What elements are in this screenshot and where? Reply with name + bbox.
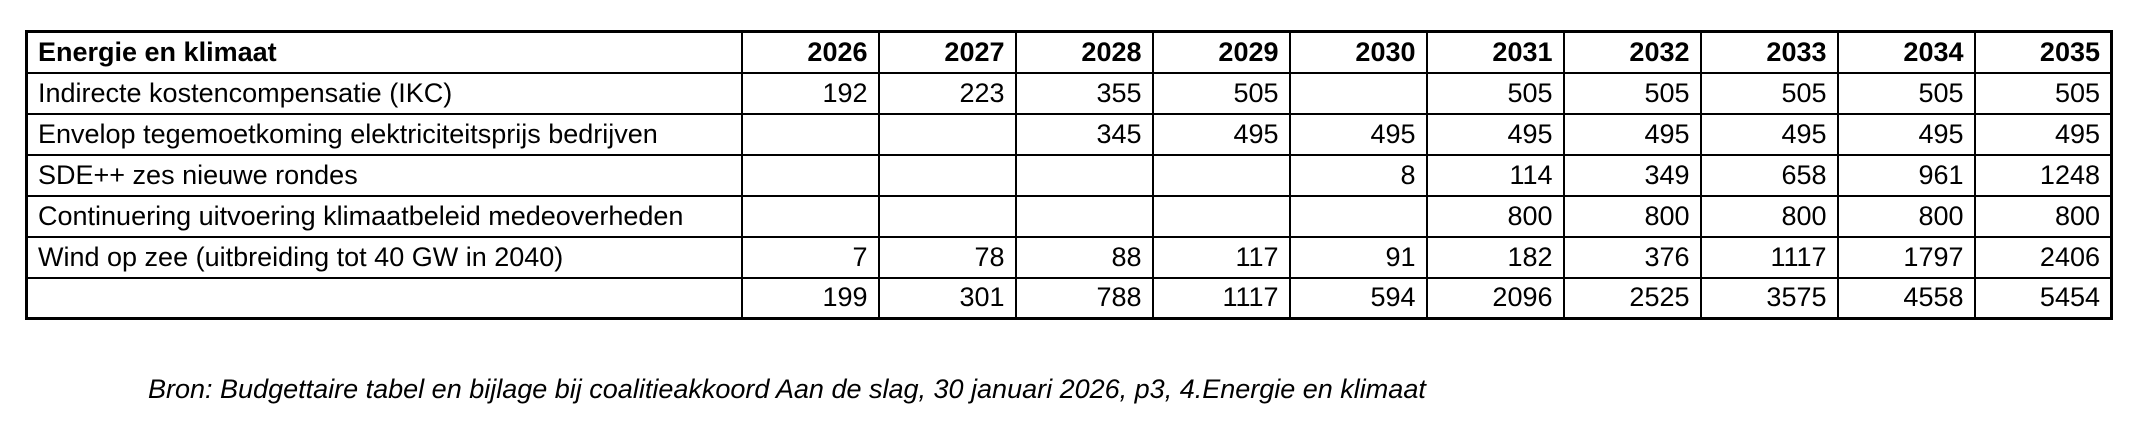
value-cell: 301	[877, 276, 1017, 320]
value-cell: 2525	[1562, 276, 1702, 320]
value-cell	[1288, 194, 1428, 238]
value-cell: 495	[1288, 112, 1428, 156]
value-cell: 8	[1288, 153, 1428, 197]
value-cell: 192	[740, 71, 880, 115]
value-cell: 658	[1699, 153, 1839, 197]
value-cell: 495	[1836, 112, 1976, 156]
value-cell	[1014, 194, 1154, 238]
table-title: Energie en klimaat	[25, 30, 743, 74]
value-cell	[1288, 71, 1428, 115]
value-cell: 495	[1699, 112, 1839, 156]
value-cell: 91	[1288, 235, 1428, 279]
value-cell: 4558	[1836, 276, 1976, 320]
value-cell: 1117	[1699, 235, 1839, 279]
value-cell: 495	[1562, 112, 1702, 156]
value-cell: 505	[1151, 71, 1291, 115]
table-row: SDE++ zes nieuwe rondes 8 114 349 658 961 1248	[25, 153, 2113, 197]
value-cell: 594	[1288, 276, 1428, 320]
value-cell: 505	[1973, 71, 2113, 115]
value-cell	[877, 112, 1017, 156]
budget-table-container: Energie en klimaat 2026 2027 2028 2029 2…	[25, 30, 2113, 320]
value-cell: 3575	[1699, 276, 1839, 320]
value-cell	[740, 112, 880, 156]
year-header-2035: 2035	[1973, 30, 2113, 74]
value-cell: 88	[1014, 235, 1154, 279]
value-cell: 78	[877, 235, 1017, 279]
value-cell: 2096	[1425, 276, 1565, 320]
value-cell: 800	[1973, 194, 2113, 238]
year-header-2030: 2030	[1288, 30, 1428, 74]
year-header-2031: 2031	[1425, 30, 1565, 74]
value-cell: 349	[1562, 153, 1702, 197]
table-row: Indirecte kostencompensatie (IKC) 192 223 3…	[25, 71, 2113, 115]
table-body: Indirecte kostencompensatie (IKC) 192 223 3…	[25, 71, 2113, 320]
value-cell	[1151, 153, 1291, 197]
value-cell: 1797	[1836, 235, 1976, 279]
table-row: Continuering uitvoering klimaatbeleid me…	[25, 194, 2113, 238]
row-label: Wind op zee (uitbreiding tot 40 GW in 20…	[25, 235, 743, 279]
year-header-2033: 2033	[1699, 30, 1839, 74]
value-cell	[877, 194, 1017, 238]
value-cell: 961	[1836, 153, 1976, 197]
value-cell: 182	[1425, 235, 1565, 279]
value-cell: 800	[1425, 194, 1565, 238]
year-header-2028: 2028	[1014, 30, 1154, 74]
total-row-label	[25, 276, 743, 320]
year-header-2029: 2029	[1151, 30, 1291, 74]
value-cell: 376	[1562, 235, 1702, 279]
value-cell: 199	[740, 276, 880, 320]
row-label: SDE++ zes nieuwe rondes	[25, 153, 743, 197]
value-cell: 223	[877, 71, 1017, 115]
energy-climate-table: Energie en klimaat 2026 2027 2028 2029 2…	[25, 30, 2113, 320]
value-cell: 355	[1014, 71, 1154, 115]
value-cell: 800	[1699, 194, 1839, 238]
value-cell: 495	[1425, 112, 1565, 156]
value-cell: 5454	[1973, 276, 2113, 320]
value-cell: 495	[1151, 112, 1291, 156]
value-cell: 7	[740, 235, 880, 279]
value-cell: 1248	[1973, 153, 2113, 197]
table-row: Envelop tegemoetkoming elektriciteitspri…	[25, 112, 2113, 156]
value-cell	[740, 153, 880, 197]
value-cell: 800	[1836, 194, 1976, 238]
year-header-2026: 2026	[740, 30, 880, 74]
value-cell: 495	[1973, 112, 2113, 156]
value-cell: 114	[1425, 153, 1565, 197]
value-cell: 117	[1151, 235, 1291, 279]
value-cell: 1117	[1151, 276, 1291, 320]
value-cell: 345	[1014, 112, 1154, 156]
value-cell: 505	[1562, 71, 1702, 115]
value-cell	[1014, 153, 1154, 197]
row-label: Envelop tegemoetkoming elektriciteitspri…	[25, 112, 743, 156]
year-header-2027: 2027	[877, 30, 1017, 74]
header-row: Energie en klimaat 2026 2027 2028 2029 2…	[25, 30, 2113, 74]
value-cell	[1151, 194, 1291, 238]
value-cell	[740, 194, 880, 238]
row-label: Continuering uitvoering klimaatbeleid me…	[25, 194, 743, 238]
source-citation: Bron: Budgettaire tabel en bijlage bij c…	[148, 374, 1426, 404]
year-header-2034: 2034	[1836, 30, 1976, 74]
year-header-2032: 2032	[1562, 30, 1702, 74]
table-row: Wind op zee (uitbreiding tot 40 GW in 20…	[25, 235, 2113, 279]
value-cell: 505	[1699, 71, 1839, 115]
value-cell: 505	[1425, 71, 1565, 115]
row-label: Indirecte kostencompensatie (IKC)	[25, 71, 743, 115]
value-cell: 788	[1014, 276, 1154, 320]
total-row: 199 301 788 1117 594 2096 2525 3575 4558 5454	[25, 276, 2113, 320]
value-cell: 505	[1836, 71, 1976, 115]
value-cell: 2406	[1973, 235, 2113, 279]
value-cell	[877, 153, 1017, 197]
value-cell: 800	[1562, 194, 1702, 238]
